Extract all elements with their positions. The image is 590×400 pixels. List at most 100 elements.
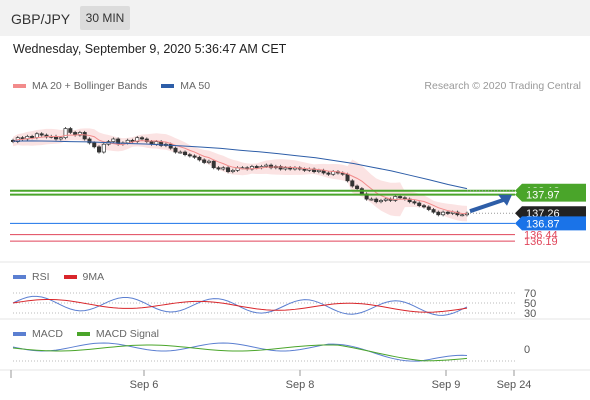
candle-body — [254, 166, 259, 169]
bollinger-band-fill — [13, 128, 467, 222]
candle-body — [436, 211, 441, 216]
candle-body — [178, 151, 183, 154]
arrow-shaft — [469, 197, 505, 214]
timeframe-button[interactable]: 30 MIN — [80, 6, 130, 30]
price-tag-text: 137.97 — [526, 190, 560, 202]
candle — [230, 168, 235, 174]
candle-body — [125, 139, 130, 144]
candle — [135, 136, 140, 144]
candle — [326, 171, 331, 176]
candle-body — [345, 173, 350, 182]
rsi-tick-label: 50 — [524, 298, 536, 310]
bollinger-bands — [13, 128, 467, 222]
candle-body — [369, 198, 374, 201]
candle-body — [283, 167, 288, 170]
candle-body — [460, 214, 465, 217]
ma50-line — [12, 140, 468, 190]
candle — [202, 158, 207, 165]
price-tag-bg — [515, 187, 586, 202]
candle-body — [445, 211, 450, 214]
candle-body — [264, 164, 269, 167]
candle-body — [269, 164, 274, 169]
candle — [82, 130, 87, 141]
legend-label-macd: MACD — [32, 328, 63, 340]
candlestick-series — [10, 126, 470, 217]
candle — [364, 192, 369, 201]
price-level-text: 136.19 — [524, 236, 558, 248]
legend-label-9ma: 9MA — [82, 271, 105, 283]
candle — [421, 204, 426, 209]
candle-body — [326, 172, 331, 175]
rsi-tick-label: 70 — [524, 288, 536, 300]
candle-body — [302, 168, 307, 171]
price-level-text: 136.44 — [524, 230, 558, 242]
candle-body — [226, 167, 231, 173]
ma50-path — [12, 140, 468, 190]
candle-body — [187, 154, 192, 157]
candle — [221, 166, 226, 171]
candle-body — [111, 138, 116, 142]
rsi-9ma-line — [12, 298, 468, 313]
legend-label-ma20: MA 20 + Bollinger Bands — [32, 80, 148, 92]
candle-body — [378, 200, 383, 203]
price-label-tag: 136.87 — [515, 216, 586, 231]
rsi-legend: RSI 9MA — [13, 271, 104, 283]
price-label-tag: 137.97 — [515, 187, 586, 202]
macd-signal-line — [12, 344, 468, 362]
candle — [436, 210, 441, 217]
candle — [269, 163, 274, 170]
candle-body — [82, 132, 87, 140]
instrument-name: GBP/JPY — [11, 11, 71, 27]
candle-body — [173, 147, 178, 153]
target-arrow — [469, 194, 512, 214]
candle-body — [278, 166, 283, 170]
candle — [426, 205, 431, 212]
candle-body — [92, 142, 97, 148]
candle-body — [383, 198, 388, 201]
legend-label-ma50: MA 50 — [180, 80, 211, 92]
macd-panel: 0 — [12, 342, 530, 362]
macd-line — [12, 342, 468, 362]
legend-label-macd-signal: MACD Signal — [95, 328, 159, 340]
candle — [211, 159, 216, 170]
candle — [412, 200, 417, 205]
x-tick-label: Sep 8 — [286, 379, 315, 391]
candle-body — [211, 160, 216, 169]
candle — [178, 150, 183, 154]
candle — [350, 179, 355, 188]
candle — [144, 137, 149, 144]
candle — [445, 210, 450, 216]
candle-body — [135, 137, 140, 142]
candle — [206, 159, 211, 165]
x-tick-label: Sep 9 — [432, 379, 461, 391]
candle-body — [221, 167, 226, 170]
copyright-text: Research © 2020 Trading Central — [424, 80, 581, 92]
candle-body — [426, 206, 431, 210]
candle-body — [393, 196, 398, 201]
candle — [39, 132, 44, 137]
candle-body — [101, 143, 106, 153]
ma20-line — [12, 134, 468, 215]
candle-body — [412, 201, 417, 204]
macd-legend: MACD MACD Signal — [13, 328, 159, 340]
candle-body — [154, 141, 159, 145]
panel-separators — [0, 261, 590, 371]
candle — [173, 146, 178, 154]
candle-body — [77, 132, 82, 136]
candle-body — [441, 211, 446, 216]
price-tag-text: 136.87 — [526, 218, 560, 230]
timestamp: Wednesday, September 9, 2020 5:36:47 AM … — [13, 42, 287, 56]
candle-body — [140, 137, 145, 140]
candle — [378, 198, 383, 204]
candle-body — [58, 137, 63, 140]
candle — [383, 197, 388, 202]
legend-swatch-macd — [13, 332, 26, 336]
candle-body — [374, 198, 379, 203]
legend-swatch-ma20 — [13, 84, 26, 88]
arrow-head — [498, 194, 512, 206]
legend-swatch-ma50 — [161, 84, 175, 88]
candle-body — [97, 146, 102, 153]
candle-body — [421, 205, 426, 208]
candle-body — [30, 136, 35, 139]
